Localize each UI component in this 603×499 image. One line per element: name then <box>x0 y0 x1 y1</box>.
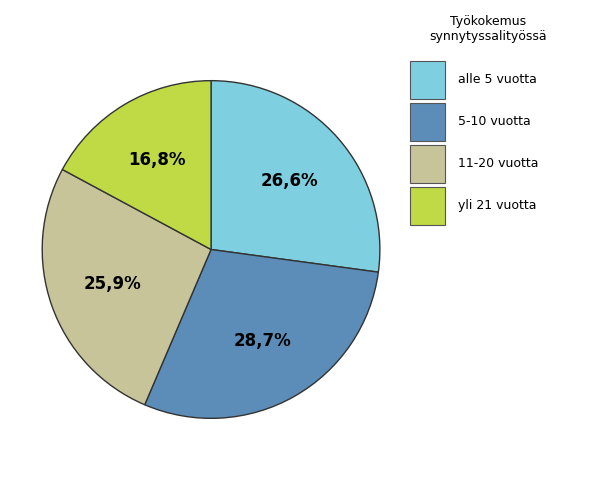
Text: 5-10 vuotta: 5-10 vuotta <box>458 115 531 128</box>
Text: 26,6%: 26,6% <box>261 172 319 190</box>
Wedge shape <box>145 250 378 418</box>
Text: yli 21 vuotta: yli 21 vuotta <box>458 199 537 212</box>
Text: 25,9%: 25,9% <box>83 275 141 293</box>
Text: 11-20 vuotta: 11-20 vuotta <box>458 157 538 170</box>
Text: 28,7%: 28,7% <box>234 331 292 349</box>
Wedge shape <box>211 81 380 272</box>
FancyBboxPatch shape <box>410 61 445 99</box>
FancyBboxPatch shape <box>410 103 445 141</box>
FancyBboxPatch shape <box>410 145 445 183</box>
Text: 16,8%: 16,8% <box>128 151 186 169</box>
Wedge shape <box>42 170 211 405</box>
Wedge shape <box>62 81 211 250</box>
FancyBboxPatch shape <box>410 187 445 225</box>
Text: alle 5 vuotta: alle 5 vuotta <box>458 73 537 86</box>
Text: Työkokemus
synnytyssalityössä: Työkokemus synnytyssalityössä <box>429 15 547 43</box>
